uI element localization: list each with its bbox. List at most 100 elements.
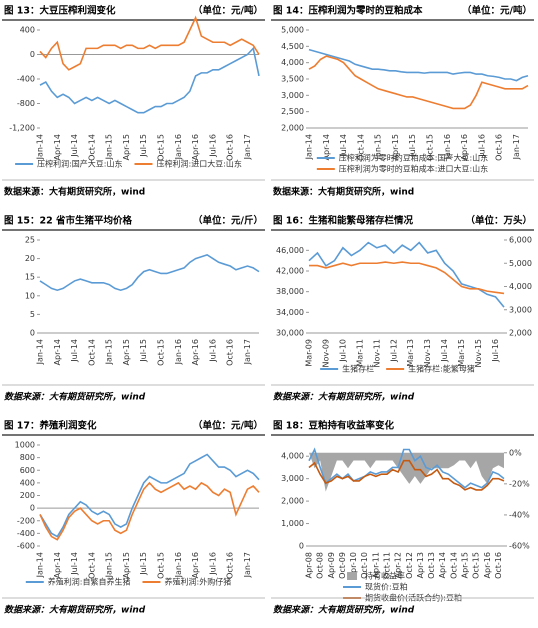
y-tick-label: 2,000 bbox=[281, 497, 304, 506]
x-tick-label: Oct-14 bbox=[449, 552, 458, 579]
y-tick-label: 3,500 bbox=[281, 75, 304, 84]
legend-label: 持有收益率 bbox=[365, 571, 405, 581]
x-tick-label: Jul-16 bbox=[208, 339, 217, 363]
line bbox=[308, 55, 529, 110]
x-tick-label: Mar-09 bbox=[305, 339, 314, 367]
y-tick-label: 3,000 bbox=[509, 305, 532, 314]
y-tick-label: 1000 bbox=[15, 441, 35, 450]
x-tick-label: Jan-15 bbox=[105, 134, 114, 160]
x-tick-label: Jul-14 bbox=[440, 339, 449, 363]
y-tick-label: 0% bbox=[509, 448, 522, 457]
panel-title: 图 13：大豆压榨利润变化 bbox=[4, 5, 116, 17]
y-tick-label: 4,000 bbox=[281, 452, 304, 461]
x-tick-label: Apr-16 bbox=[460, 134, 469, 160]
x-tick-label: Jul-15 bbox=[408, 134, 417, 158]
y-tick-label: -400 bbox=[17, 529, 35, 538]
legend-label: 压榨利润:国产大豆:山东 bbox=[37, 159, 122, 169]
x-tick-label: Mar-13 bbox=[406, 339, 415, 367]
x-tick-label: Apr-16 bbox=[483, 552, 492, 578]
x-tick-label: Jan-17 bbox=[243, 552, 252, 578]
x-tick-label: Oct-15 bbox=[157, 134, 166, 161]
x-tick-label: Jan-16 bbox=[443, 134, 452, 160]
x-tick-label: Apr-16 bbox=[191, 339, 200, 365]
x-tick-label: Oct-16 bbox=[226, 134, 235, 161]
x-tick-label: Apr-10 bbox=[349, 552, 358, 578]
x-tick-label: Apr-11 bbox=[371, 552, 380, 578]
x-tick-label: Oct-16 bbox=[226, 552, 235, 579]
legend-label: 压榨利润为零时的豆粕成本:国产大豆:山东 bbox=[339, 153, 488, 163]
legend-label: 压榨利润为零时的豆粕成本:进口大豆:山东 bbox=[339, 164, 488, 174]
line bbox=[39, 15, 260, 71]
x-tick-label: Apr-09 bbox=[327, 552, 336, 578]
x-tick-label: Jul-15 bbox=[139, 552, 148, 576]
x-tick-label: Nov-13 bbox=[423, 339, 432, 367]
panel-unit: （单位：元/吨） bbox=[193, 420, 263, 432]
y-tick-label: -20% bbox=[509, 479, 530, 488]
x-tick-label: Apr-13 bbox=[416, 552, 425, 578]
y-tick-label: -400 bbox=[17, 75, 35, 84]
x-tick-label: Jul-14 bbox=[70, 552, 79, 576]
y-tick-label: 46,000 bbox=[276, 246, 304, 255]
x-tick-label: Apr-14 bbox=[53, 134, 62, 160]
x-tick-label: Oct-16 bbox=[494, 552, 503, 579]
x-tick-label: Jul-16 bbox=[208, 134, 217, 158]
y-tick-label: 30,000 bbox=[276, 329, 304, 338]
y-tick-label: 15 bbox=[25, 273, 35, 282]
y-tick-label: 5,000 bbox=[281, 26, 304, 35]
x-tick-label: Jan-14 bbox=[305, 134, 314, 160]
y-tick-label: 800 bbox=[20, 453, 35, 462]
x-tick-label: Nov-11 bbox=[372, 339, 381, 367]
x-tick-label: Oct-15 bbox=[426, 134, 435, 161]
line bbox=[308, 241, 505, 308]
x-tick-label: Jul-15 bbox=[139, 339, 148, 363]
x-tick-label: Oct-09 bbox=[338, 552, 347, 579]
x-tick-label: Mar-15 bbox=[457, 339, 466, 367]
x-tick-label: Oct-14 bbox=[87, 552, 96, 579]
line bbox=[308, 459, 505, 491]
y-tick-label: 0 bbox=[30, 329, 35, 338]
line bbox=[39, 254, 260, 292]
x-tick-label: Jul-16 bbox=[491, 339, 500, 363]
x-tick-label: Apr-12 bbox=[394, 552, 403, 578]
x-tick-label: Apr-16 bbox=[191, 134, 200, 160]
y-tick-label: 200 bbox=[20, 491, 35, 500]
panel-title: 图 18：豆粕持有收益率变化 bbox=[273, 420, 395, 432]
x-tick-label: Oct-15 bbox=[157, 552, 166, 579]
x-tick-label: Oct-11 bbox=[383, 552, 392, 579]
source-note: 数据来源：大有期货研究所，wind bbox=[4, 605, 146, 616]
x-tick-label: Oct-16 bbox=[226, 339, 235, 366]
y-tick-label: -200 bbox=[17, 516, 35, 525]
x-tick-label: Apr-14 bbox=[438, 552, 447, 578]
x-tick-label: Jul-14 bbox=[70, 339, 79, 363]
line bbox=[39, 46, 260, 114]
y-tick-label: 0 bbox=[30, 50, 35, 59]
y-tick-label: 2,000 bbox=[509, 329, 532, 338]
source-note: 数据来源：大有期货研究所，wind bbox=[273, 392, 415, 403]
x-tick-label: Jan-16 bbox=[174, 339, 183, 365]
line bbox=[39, 453, 260, 538]
y-tick-label: 0 bbox=[299, 542, 304, 551]
x-tick-label: Apr-15 bbox=[122, 339, 131, 365]
y-tick-label: 25 bbox=[25, 236, 35, 245]
y-tick-label: -800 bbox=[17, 99, 35, 108]
panel-title: 图 15：22 省市生猪平均价格 bbox=[4, 215, 133, 227]
y-tick-label: 0 bbox=[30, 504, 35, 513]
y-tick-label: 20 bbox=[25, 254, 35, 263]
x-tick-label: Apr-14 bbox=[53, 552, 62, 578]
source-note: 数据来源：大有期货研究所，wind bbox=[4, 392, 146, 403]
x-tick-label: Jan-16 bbox=[174, 134, 183, 160]
line bbox=[39, 481, 260, 541]
source-note: 数据来源：大有期货研究所，wind bbox=[273, 186, 414, 198]
y-tick-label: -40% bbox=[509, 510, 530, 519]
x-tick-label: Mar-11 bbox=[355, 339, 364, 367]
y-tick-label: 38,000 bbox=[276, 287, 304, 296]
x-tick-label: Jul-15 bbox=[139, 134, 148, 158]
x-tick-label: Apr-14 bbox=[53, 339, 62, 365]
y-tick-label: 3,000 bbox=[281, 91, 304, 100]
y-tick-label: -60% bbox=[509, 542, 530, 551]
y-tick-label: 3,000 bbox=[281, 474, 304, 483]
x-tick-label: Apr-08 bbox=[305, 552, 314, 578]
y-tick-label: 4,000 bbox=[281, 58, 304, 67]
y-tick-label: 10 bbox=[25, 291, 35, 300]
x-tick-label: Apr-15 bbox=[461, 552, 470, 578]
